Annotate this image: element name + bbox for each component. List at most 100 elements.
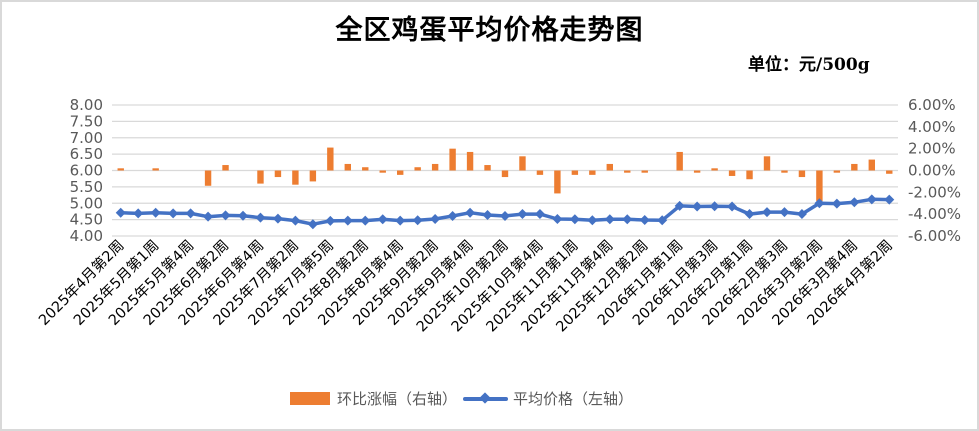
bar — [449, 148, 456, 171]
bar — [746, 170, 753, 180]
diamond-marker-icon — [692, 201, 703, 212]
bar — [606, 163, 613, 171]
diamond-marker-icon — [884, 194, 895, 205]
legend-line-label: 平均价格（左轴） — [513, 390, 634, 408]
bar — [309, 170, 317, 182]
bar — [222, 165, 229, 171]
diamond-marker-icon — [395, 215, 406, 226]
bar — [816, 170, 823, 202]
bar — [833, 170, 841, 173]
diamond-marker-icon — [709, 201, 720, 212]
legend-bar-label: 环比涨幅（右轴） — [337, 390, 458, 408]
diamond-marker-icon — [814, 198, 825, 209]
x-axis-labels: 2025年4月第2周2025年5月第1周2025年5月第4周2025年6月第2周… — [35, 236, 896, 335]
diamond-marker-icon — [185, 208, 196, 219]
bar — [571, 170, 579, 175]
diamond-marker-icon — [168, 208, 179, 219]
diamond-marker-icon — [674, 200, 685, 211]
diamond-marker-icon — [500, 211, 510, 222]
legend: 环比涨幅（右轴） 平均价格（左轴） — [290, 388, 639, 409]
diamond-marker-icon — [412, 215, 423, 226]
right-axis-tick: 0.00% — [908, 162, 956, 180]
unit-label: 单位：元/500g — [748, 55, 870, 75]
bar — [257, 170, 264, 184]
diamond-marker-icon — [762, 207, 772, 218]
diamond-marker-icon — [203, 211, 214, 222]
line-series-average-price — [115, 194, 895, 230]
bar — [554, 170, 561, 194]
bar — [624, 170, 631, 173]
diamond-marker-icon — [552, 213, 563, 224]
chart-title: 全区鸡蛋平均价格走势图 — [335, 15, 644, 46]
bar — [292, 170, 299, 185]
diamond-marker-icon — [290, 215, 301, 226]
diamond-marker-icon — [866, 194, 877, 205]
bar — [344, 163, 351, 171]
bar — [519, 156, 526, 171]
diamond-marker-icon — [377, 214, 388, 225]
diamond-marker-icon — [604, 214, 615, 225]
bar — [431, 163, 439, 171]
left-axis-tick: 6.50 — [70, 145, 103, 163]
diamond-marker-icon — [360, 215, 371, 226]
bar — [798, 170, 806, 178]
diamond-marker-icon — [482, 210, 493, 221]
diamond-marker-icon — [657, 215, 668, 226]
diamond-marker-icon — [534, 209, 545, 220]
bar — [536, 170, 544, 175]
diamond-marker-icon — [115, 207, 126, 218]
legend-line-marker-icon — [463, 392, 509, 406]
bar — [676, 151, 683, 171]
bar — [886, 170, 893, 174]
bar — [484, 165, 491, 171]
diamond-marker-icon — [796, 209, 807, 220]
legend-bar-swatch-icon — [290, 392, 330, 405]
bar — [152, 168, 159, 171]
bar-series-mom-change — [117, 147, 893, 202]
diamond-marker-icon — [255, 212, 266, 223]
diamond-marker-icon — [220, 210, 231, 221]
right-axis-tick: -2.00% — [908, 183, 961, 201]
bar — [466, 151, 474, 171]
diamond-marker-icon — [744, 209, 755, 220]
diamond-marker-icon — [238, 210, 248, 221]
left-axis-tick: 4.00 — [70, 227, 103, 245]
diamond-marker-icon — [272, 213, 283, 224]
diamond-marker-icon — [831, 198, 842, 209]
left-axis-tick: 4.50 — [70, 211, 103, 229]
bar — [379, 170, 386, 173]
right-axis-tick: -4.00% — [908, 205, 961, 223]
right-axis-tick: 2.00% — [908, 140, 956, 158]
diamond-marker-icon — [727, 201, 738, 212]
diamond-marker-icon — [517, 209, 528, 220]
left-y-axis: 8.007.507.006.506.005.505.004.504.00 — [70, 96, 103, 245]
bar — [327, 147, 334, 171]
diamond-marker-icon — [569, 214, 580, 225]
right-axis-tick: -6.00% — [908, 227, 961, 245]
left-axis-tick: 7.00 — [70, 129, 103, 147]
bar — [728, 170, 736, 176]
bar — [414, 167, 421, 171]
diamond-marker-icon — [133, 208, 144, 219]
bar — [851, 163, 858, 171]
bar — [589, 170, 596, 175]
bar — [117, 168, 124, 171]
diamond-marker-icon — [587, 215, 598, 226]
diamond-marker-icon — [150, 207, 161, 218]
diamond-marker-icon — [325, 215, 336, 226]
bar — [693, 170, 701, 173]
bar — [641, 170, 648, 173]
right-axis-tick: 6.00% — [908, 96, 956, 114]
left-axis-tick: 5.00 — [70, 194, 103, 212]
bar — [362, 167, 369, 171]
legend-item-line: 平均价格（左轴） — [463, 388, 633, 409]
diamond-marker-icon — [342, 215, 353, 226]
diamond-marker-icon — [307, 219, 318, 230]
diamond-marker-icon — [622, 214, 633, 225]
diamond-marker-icon — [430, 213, 441, 224]
left-axis-tick: 8.00 — [70, 96, 103, 114]
diamond-marker-icon — [849, 197, 860, 208]
bar — [868, 159, 875, 171]
bar — [204, 170, 212, 186]
